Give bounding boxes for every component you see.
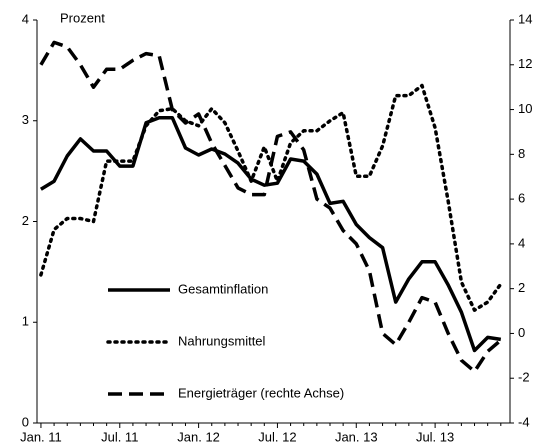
y-tick-label: 2 xyxy=(22,213,29,228)
y2-tick-label: 8 xyxy=(518,146,525,161)
x-tick-label: Jul. 12 xyxy=(258,429,296,444)
y2-tick-label: -4 xyxy=(518,414,530,429)
y2-tick-label: 10 xyxy=(518,101,532,116)
y2-tick-label: 12 xyxy=(518,56,532,71)
y-tick-label: 1 xyxy=(22,314,29,329)
y-tick-label: 0 xyxy=(22,414,29,429)
y2-tick-label: 0 xyxy=(518,325,525,340)
series-line xyxy=(39,115,502,353)
x-tick-label: Jan. 13 xyxy=(335,429,378,444)
y-tick-label: 3 xyxy=(22,112,29,127)
series-line xyxy=(39,83,503,312)
x-tick-label: Jul. 11 xyxy=(101,429,138,444)
y-axis-label: Prozent xyxy=(60,10,105,25)
y-tick-label: 4 xyxy=(22,11,29,26)
legend-label: Gesamtinflation xyxy=(178,281,268,296)
x-tick-label: Jan. 12 xyxy=(177,429,220,444)
x-tick-label: Jan. 11 xyxy=(20,429,62,444)
y2-tick-label: 6 xyxy=(518,191,525,206)
x-tick-label: Jul. 13 xyxy=(416,429,454,444)
y2-tick-label: 2 xyxy=(518,280,525,295)
legend-label: Nahrungsmittel xyxy=(178,333,266,348)
y2-tick-label: -2 xyxy=(518,370,530,385)
legend-label: Energieträger (rechte Achse) xyxy=(178,385,344,400)
y2-tick-label: 14 xyxy=(518,11,532,26)
series-line xyxy=(39,40,502,374)
y2-tick-label: 4 xyxy=(518,235,525,250)
